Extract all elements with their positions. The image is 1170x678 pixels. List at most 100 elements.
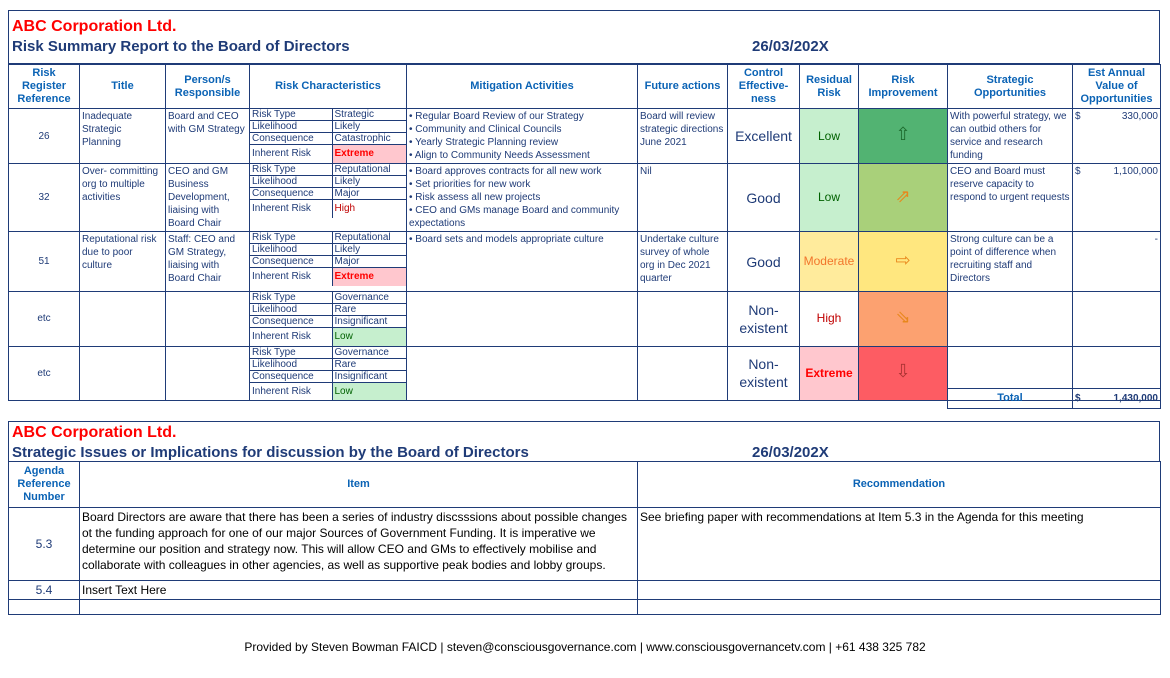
char-value-risk-type: Governance [332, 292, 406, 304]
strategic-issues-table: Agenda Reference Number Item Recommendatio… [8, 461, 1161, 615]
future-actions [637, 345, 728, 401]
total-currency: $ [1075, 393, 1081, 404]
total-row: Total $1,430,000 [947, 388, 1161, 409]
mitigation-activities [406, 291, 638, 347]
risk-row: 26 Inadequate Strategic Planning Board and… [8, 108, 1161, 164]
footer: Provided by Steven Bowman FAICD | steven… [244, 640, 926, 654]
char-label: Consequence [250, 370, 333, 383]
report-date: 26/03/202X [752, 38, 829, 55]
control-effectiveness: Non-existent [727, 345, 800, 401]
column-header: Agenda Reference Number [8, 461, 80, 508]
char-value-inherent: Extreme [332, 267, 406, 286]
risk-improvement: ⇩ [858, 345, 948, 401]
risk-row: 32 Over- committing org to multiple activ… [8, 163, 1161, 232]
char-label: Consequence [250, 132, 333, 145]
char-label: Inherent Risk [250, 144, 333, 163]
char-label: Inherent Risk [250, 327, 333, 346]
risk-ref: 32 [8, 163, 80, 232]
arrow-right-icon: ⇨ [895, 249, 911, 270]
column-header: Risk Improvement [858, 64, 948, 109]
column-header: Strategic Opportunities [947, 64, 1073, 109]
report1-header: ABC Corporation Ltd. Risk Summary Report… [8, 10, 1160, 64]
risk-characteristics: Risk Type Reputational Likelihood Likely Con… [249, 231, 407, 292]
strategic-opportunities [947, 291, 1073, 347]
person-responsible [165, 291, 250, 347]
residual-risk: High [799, 291, 859, 347]
char-label: Risk Type [250, 346, 333, 359]
person-responsible: CEO and GM Business Development, liaisin… [165, 163, 250, 232]
issue-row: 5.3 Board Directors are aware that there … [8, 507, 1161, 581]
char-label: Likelihood [250, 243, 333, 256]
char-value-consequence: Major [332, 187, 406, 200]
mitigation-item: Board sets and models appropriate cultur… [409, 233, 635, 246]
strategic-opportunities: CEO and Board must reserve capacity to r… [947, 163, 1073, 232]
mitigation-activities: Board sets and models appropriate cultur… [406, 231, 638, 292]
char-value-inherent: Low [332, 327, 406, 346]
strategic-opportunities: With powerful strategy, we can outbid ot… [947, 108, 1073, 164]
risk-ref: etc [8, 345, 80, 401]
mitigation-item: Align to Community Needs Assessment [409, 149, 635, 162]
issue-item: Insert Text Here [79, 580, 638, 600]
risk-characteristics: Risk Type Strategic Likelihood Likely Conseq… [249, 108, 407, 164]
char-label: Inherent Risk [250, 267, 333, 286]
strategic-opportunities: Strong culture can be a point of differe… [947, 231, 1073, 292]
residual-risk: Low [799, 163, 859, 232]
column-header: Recommendation [637, 461, 1161, 508]
mitigation-item: Board approves contracts for all new wor… [409, 165, 635, 178]
mitigation-item: CEO and GMs manage Board and community e… [409, 204, 635, 230]
value-amount: 1,100,000 [1113, 166, 1159, 177]
mitigation-activities: Regular Board Review of our StrategyComm… [406, 108, 638, 164]
opportunity-value: $330,000 [1072, 108, 1161, 164]
char-label: Likelihood [250, 358, 333, 371]
report-title: Risk Summary Report to the Board of Dire… [12, 38, 829, 55]
issue-recommendation: See briefing paper with recommendations … [637, 507, 1161, 581]
char-value-risk-type: Reputational [332, 232, 406, 244]
char-label: Risk Type [250, 109, 333, 121]
char-label: Risk Type [250, 292, 333, 304]
column-header: Mitigation Activities [406, 64, 638, 109]
control-effectiveness: Good [727, 231, 800, 292]
char-value-risk-type: Reputational [332, 164, 406, 176]
column-header: Item [79, 461, 638, 508]
char-value-consequence: Insignificant [332, 315, 406, 328]
column-header: Future actions [637, 64, 728, 109]
risk-row: etc Risk Type Governance Likelihood Rare Cons… [8, 291, 1161, 347]
risk-title: Over- committing org to multiple activit… [79, 163, 166, 232]
char-label: Risk Type [250, 232, 333, 244]
risk-title: Reputational risk due to poor culture [79, 231, 166, 292]
char-value-inherent: High [334, 203, 356, 215]
risk-characteristics: Risk Type Reputational Likelihood Likely Con… [249, 163, 407, 232]
risk-improvement: ⇘ [858, 291, 948, 347]
future-actions [637, 291, 728, 347]
column-header: Control Effective-ness [727, 64, 800, 109]
char-value-consequence: Major [332, 255, 406, 268]
char-label: Consequence [250, 315, 333, 328]
value-amount: - [1154, 234, 1158, 245]
value-amount: 330,000 [1121, 111, 1158, 122]
char-value-consequence: Insignificant [332, 370, 406, 383]
control-effectiveness: Good [727, 163, 800, 232]
char-label: Likelihood [250, 175, 333, 188]
char-label: Consequence [250, 255, 333, 268]
agenda-ref: 5.4 [8, 580, 80, 600]
risk-ref: 51 [8, 231, 80, 292]
future-actions: Board will review strategic directions J… [637, 108, 728, 164]
mitigation-activities [406, 345, 638, 401]
agenda-ref: 5.3 [8, 507, 80, 581]
person-responsible: Board and CEO with GM Strategy [165, 108, 250, 164]
char-label: Consequence [250, 187, 333, 200]
opportunity-value: $1,100,000 [1072, 163, 1161, 232]
person-responsible: Staff: CEO and GM Strategy, liaising wit… [165, 231, 250, 292]
risk-title [79, 345, 166, 401]
value-currency: $ [1075, 166, 1081, 177]
risk-ref: 26 [8, 108, 80, 164]
column-header: Est Annual Value of Opportunities [1072, 64, 1161, 109]
arrow-up-icon: ⇧ [895, 124, 911, 144]
arrow-down-right-icon: ⇘ [895, 306, 911, 327]
risk-title [79, 291, 166, 347]
report2-date: 26/03/202X [752, 444, 829, 461]
residual-risk: Extreme [799, 345, 859, 401]
issue-row [8, 599, 1161, 615]
risk-ref: etc [8, 291, 80, 347]
risk-characteristics: Risk Type Governance Likelihood Rare Consequ… [249, 345, 407, 401]
